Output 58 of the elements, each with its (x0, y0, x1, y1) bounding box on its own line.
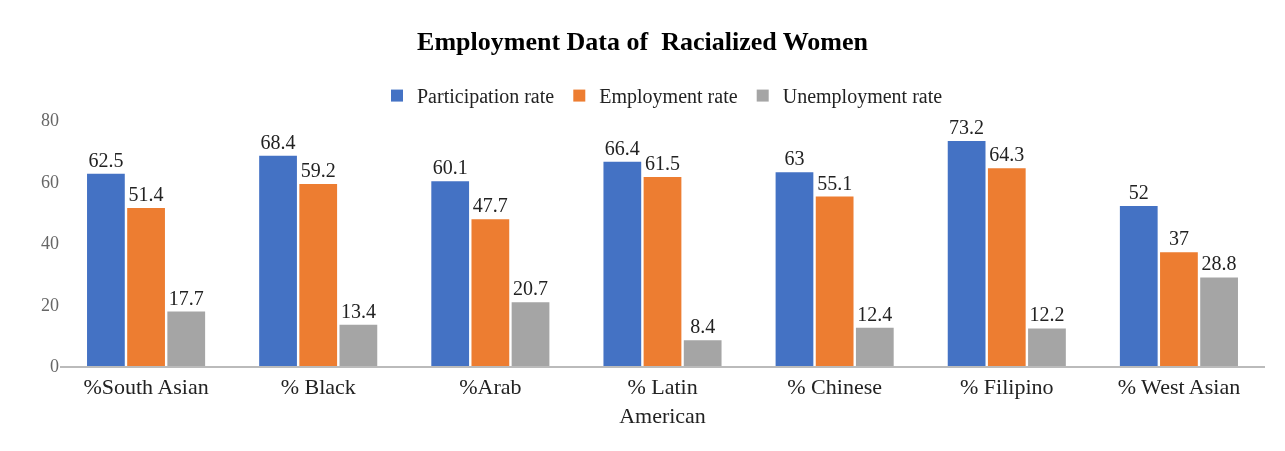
bar (339, 324, 378, 366)
legend-label: Unemployment rate (782, 85, 943, 109)
bar (511, 302, 550, 366)
bar (431, 181, 470, 366)
bar (775, 172, 814, 366)
data-label: 66.4 (604, 136, 640, 159)
bar (87, 173, 125, 366)
bar (815, 196, 854, 366)
x-tick-label: % Filipino (960, 374, 1054, 400)
legend-label: Participation rate (417, 85, 555, 109)
data-label: 60.1 (432, 156, 468, 179)
bar (471, 219, 510, 366)
data-label: 12.2 (1029, 303, 1065, 326)
y-tick-label: 40 (41, 233, 59, 254)
data-label: 63 (784, 147, 805, 170)
x-tick-label: % West Asian (1117, 374, 1241, 400)
bar (1028, 328, 1066, 366)
bar (1200, 277, 1238, 366)
y-tick-label: 20 (41, 294, 59, 315)
bar (259, 155, 297, 366)
y-tick-label: 80 (41, 110, 59, 131)
bar (643, 176, 682, 366)
data-label: 13.4 (340, 299, 376, 322)
chart-title: Employment Data of Racialized Women (417, 26, 869, 56)
data-label: 37 (1168, 227, 1189, 250)
bar (127, 207, 165, 366)
data-label: 73.2 (949, 115, 985, 138)
x-tick-label: %Arab (459, 374, 522, 400)
bar (167, 311, 206, 366)
data-label: 28.8 (1201, 252, 1237, 275)
data-label: 12.4 (857, 302, 893, 325)
data-label: 17.7 (168, 286, 204, 309)
x-tick-label: % Latin American (619, 374, 706, 428)
bar (683, 340, 722, 366)
data-label: 8.4 (690, 315, 716, 338)
data-label: 61.5 (645, 151, 680, 174)
y-tick-label: 60 (41, 171, 59, 192)
x-tick-label: % Black (280, 374, 356, 400)
data-label: 64.3 (989, 143, 1025, 166)
data-label: 59.2 (300, 158, 336, 181)
legend-label: Employment rate (599, 85, 738, 109)
data-label: 20.7 (513, 277, 549, 300)
data-label: 51.4 (128, 182, 164, 205)
bar (1160, 252, 1198, 366)
x-tick-label: %South Asian (83, 374, 209, 400)
bar (1119, 206, 1158, 366)
bar (987, 168, 1026, 366)
bar (299, 183, 338, 366)
data-label: 47.7 (472, 194, 508, 217)
data-label: 62.5 (88, 148, 124, 171)
bar (855, 327, 894, 366)
data-label: 68.4 (260, 130, 296, 153)
bar (603, 161, 642, 366)
y-tick-label: 0 (50, 356, 59, 377)
data-label: 55.1 (817, 171, 853, 194)
x-tick-label: % Chinese (787, 374, 882, 400)
data-label: 52 (1128, 181, 1149, 204)
bar (947, 140, 986, 366)
